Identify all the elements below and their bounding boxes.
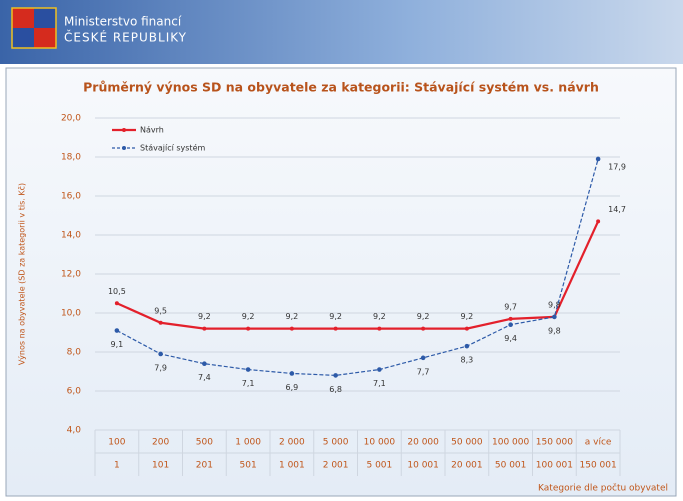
series-marker [596,157,601,162]
data-label: 9,2 [286,312,299,321]
data-label: 10,5 [108,287,126,296]
series-marker [421,356,426,361]
y-tick-label: 14,0 [61,231,81,241]
y-tick-label: 16,0 [61,192,81,202]
x-tick-sublabel: 10 001 [407,461,439,471]
x-tick-sublabel: 2 001 [323,461,349,471]
x-tick-label: a více [585,438,612,448]
data-label: 7,1 [242,379,255,388]
series-marker [115,301,119,305]
y-tick-label: 12,0 [61,270,81,280]
y-tick-label: 18,0 [61,153,81,163]
x-tick-label: 150 000 [536,438,573,448]
series-marker [159,321,163,325]
chart-frame [6,68,676,496]
data-label: 14,7 [608,205,626,214]
series-marker [202,327,206,331]
y-axis-label: Výnos na obyvatele (SD za kategorii v ti… [17,183,27,365]
series-marker [202,361,207,366]
series-marker [465,327,469,331]
data-label: 7,4 [198,373,211,382]
x-tick-label: 2 000 [279,438,305,448]
data-label: 9,2 [242,312,255,321]
series-marker [115,328,120,333]
data-label: 6,9 [286,383,299,392]
x-tick-label: 100 [108,438,125,448]
x-tick-sublabel: 150 001 [580,461,617,471]
data-label: 9,7 [504,302,517,311]
data-label: 9,2 [417,312,430,321]
x-tick-sublabel: 101 [152,461,169,471]
series-marker [246,367,251,372]
data-label: 7,9 [154,363,167,372]
x-tick-sublabel: 5 001 [366,461,392,471]
data-label: 9,5 [154,306,167,315]
data-label: 9,4 [504,334,517,343]
series-marker [552,315,557,320]
data-label: 9,2 [329,312,342,321]
x-tick-label: 10 000 [364,438,396,448]
y-tick-label: 8,0 [67,348,82,358]
data-label: 9,2 [373,312,386,321]
series-marker [508,322,513,327]
chart-title: Průměrný výnos SD na obyvatele za katego… [83,80,599,95]
x-tick-sublabel: 100 001 [536,461,573,471]
data-label: 9,2 [198,312,211,321]
series-marker [596,219,600,223]
header-ministry: Ministerstvo financí [64,15,182,29]
slide: Ministerstvo financí ČESKÉ REPUBLIKY Prů… [0,0,683,501]
data-label: 7,1 [373,379,386,388]
x-tick-sublabel: 201 [196,461,213,471]
y-tick-label: 6,0 [67,387,82,397]
x-tick-sublabel: 1 [114,461,120,471]
series-marker [290,327,294,331]
series-marker [421,327,425,331]
x-tick-sublabel: 20 001 [451,461,483,471]
emblem [12,8,56,48]
data-label: 7,7 [417,367,430,376]
series-marker [333,373,338,378]
x-tick-sublabel: 50 001 [495,461,527,471]
data-label: 8,3 [461,356,474,365]
series-marker [290,371,295,376]
x-tick-label: 1 000 [235,438,261,448]
data-label: 9,8 [548,326,561,335]
x-axis-label: Kategorie dle počtu obyvatel [538,483,668,494]
data-label: 9,2 [461,312,474,321]
x-tick-label: 20 000 [407,438,439,448]
series-marker [334,327,338,331]
legend-marker [122,146,126,150]
x-tick-sublabel: 501 [240,461,257,471]
x-tick-label: 5 000 [323,438,349,448]
series-marker [377,327,381,331]
legend-marker [122,128,126,132]
data-label: 6,8 [329,385,342,394]
x-tick-sublabel: 1 001 [279,461,305,471]
data-label: 9,1 [111,340,124,349]
series-marker [377,367,382,372]
data-label: 17,9 [608,162,626,171]
legend-label: Stávající systém [140,143,205,153]
y-tick-label: 4,0 [67,426,82,436]
x-tick-label: 200 [152,438,169,448]
y-tick-label: 10,0 [61,309,81,319]
series-marker [246,327,250,331]
series-marker [158,352,163,357]
legend-label: Návrh [140,126,164,135]
series-marker [465,344,470,349]
x-tick-label: 100 000 [492,438,529,448]
header-country: ČESKÉ REPUBLIKY [64,30,187,45]
y-tick-label: 20,0 [61,114,81,124]
x-tick-label: 500 [196,438,213,448]
series-marker [509,317,513,321]
x-tick-label: 50 000 [451,438,483,448]
